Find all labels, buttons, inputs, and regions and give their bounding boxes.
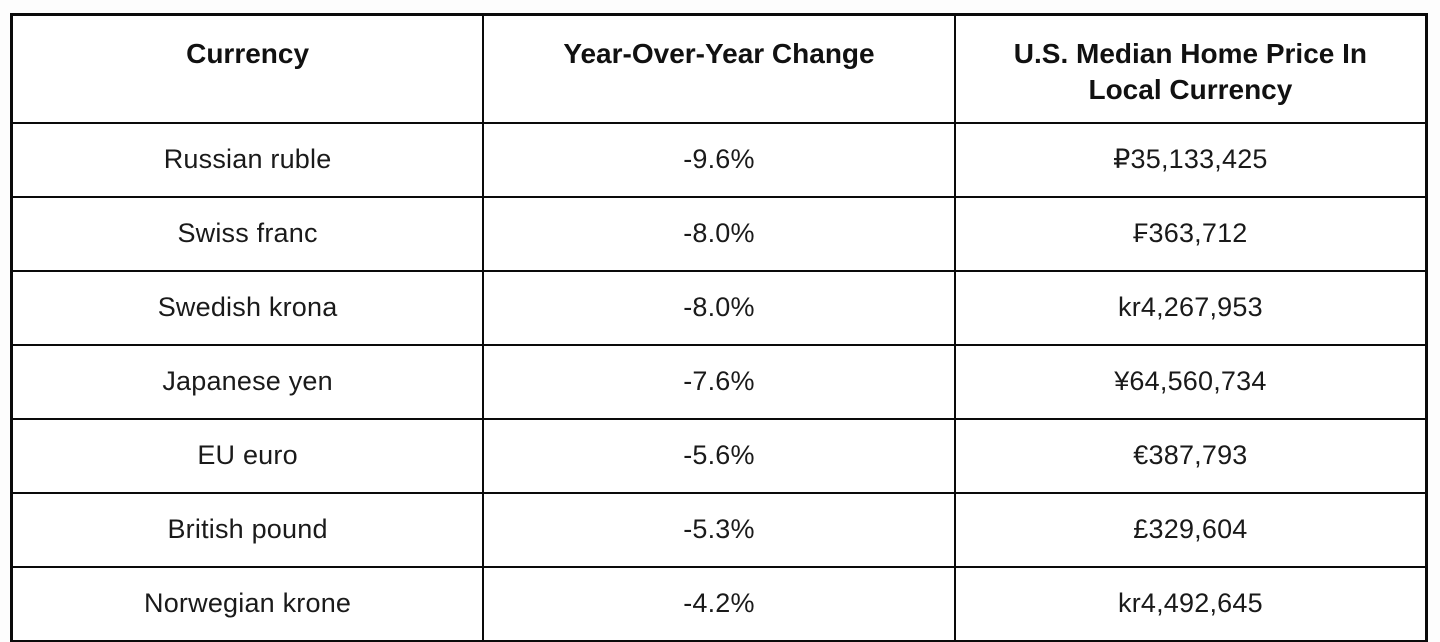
cell-currency: Japanese yen (10, 343, 485, 420)
table-row: British pound -5.3% £329,604 (10, 491, 1428, 568)
cell-currency: Norwegian krone (10, 565, 485, 642)
cell-local-price: kr4,492,645 (953, 565, 1428, 642)
cell-currency: British pound (10, 491, 485, 568)
cell-currency: Russian ruble (10, 121, 485, 198)
cell-yoy-change: -8.0% (482, 269, 956, 346)
cell-local-price: £329,604 (953, 491, 1428, 568)
cell-local-price: ¥64,560,734 (953, 343, 1428, 420)
cell-currency: EU euro (10, 417, 485, 494)
cell-local-price: ₽35,133,425 (953, 121, 1428, 198)
table-header: Currency Year-Over-Year Change U.S. Medi… (10, 13, 1428, 124)
table-row: Japanese yen -7.6% ¥64,560,734 (10, 343, 1428, 420)
cell-local-price: kr4,267,953 (953, 269, 1428, 346)
cell-currency: Swiss franc (10, 195, 485, 272)
table-row: Norwegian krone -4.2% kr4,492,645 (10, 565, 1428, 642)
currency-home-price-table: Currency Year-Over-Year Change U.S. Medi… (10, 13, 1428, 642)
header-row: Currency Year-Over-Year Change U.S. Medi… (10, 13, 1428, 124)
cell-yoy-change: -5.6% (482, 417, 956, 494)
cell-yoy-change: -4.2% (482, 565, 956, 642)
cell-local-price: ₣363,712 (953, 195, 1428, 272)
column-header-yoy-change: Year-Over-Year Change (482, 13, 956, 124)
column-header-currency: Currency (10, 13, 485, 124)
table-row: Swedish krona -8.0% kr4,267,953 (10, 269, 1428, 346)
cell-local-price: €387,793 (953, 417, 1428, 494)
cell-yoy-change: -7.6% (482, 343, 956, 420)
column-header-median-home-price: U.S. Median Home Price In Local Currency (953, 13, 1428, 124)
cell-yoy-change: -8.0% (482, 195, 956, 272)
table-row: Swiss franc -8.0% ₣363,712 (10, 195, 1428, 272)
cell-currency: Swedish krona (10, 269, 485, 346)
table-body: Russian ruble -9.6% ₽35,133,425 Swiss franc… (10, 121, 1428, 642)
table-row: EU euro -5.6% €387,793 (10, 417, 1428, 494)
cell-yoy-change: -9.6% (482, 121, 956, 198)
cell-yoy-change: -5.3% (482, 491, 956, 568)
table-row: Russian ruble -9.6% ₽35,133,425 (10, 121, 1428, 198)
